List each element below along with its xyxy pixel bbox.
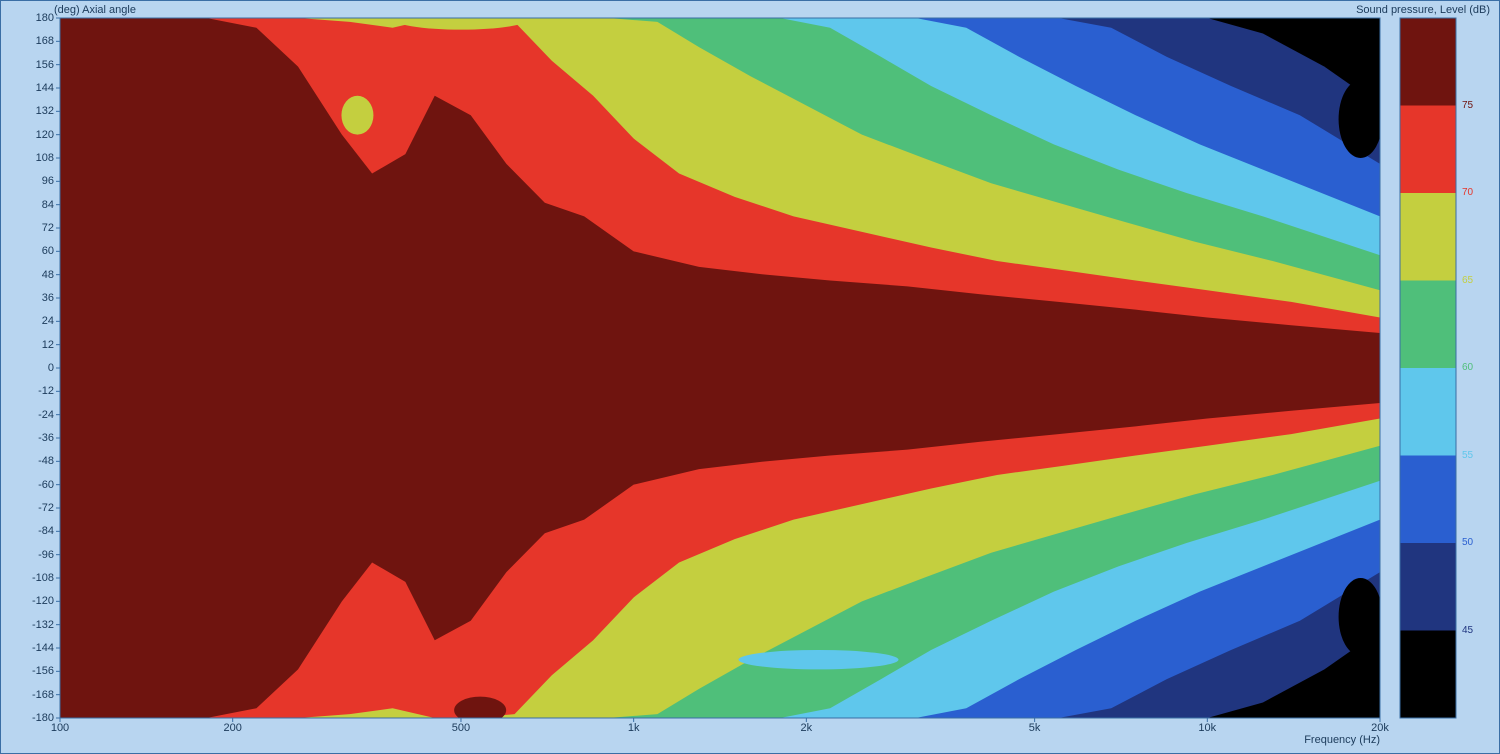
y-tick-label: 180: [14, 12, 54, 24]
y-tick-label: 132: [14, 105, 54, 117]
y-tick-label: 12: [14, 339, 54, 351]
y-tick-label: 36: [14, 292, 54, 304]
colorbar-tick-label: 65: [1462, 275, 1473, 286]
x-tick-label: 100: [51, 722, 69, 734]
colorbar-tick-label: 70: [1462, 187, 1473, 198]
x-tick-label: 10k: [1198, 722, 1216, 734]
y-tick-label: -24: [14, 409, 54, 421]
y-tick-label: -156: [14, 665, 54, 677]
heatmap-svg: [0, 0, 1500, 754]
y-tick-label: 108: [14, 152, 54, 164]
x-tick-label: 2k: [801, 722, 813, 734]
y-tick-label: 168: [14, 35, 54, 47]
x-tick-label: 20k: [1371, 722, 1389, 734]
y-tick-label: -120: [14, 595, 54, 607]
y-tick-label: 120: [14, 129, 54, 141]
y-tick-label: -180: [14, 712, 54, 724]
colorbar-tick-label: 45: [1462, 625, 1473, 636]
y-tick-label: -60: [14, 479, 54, 491]
y-tick-label: 60: [14, 245, 54, 257]
colorbar-tick-label: 75: [1462, 100, 1473, 111]
y-tick-label: 24: [14, 315, 54, 327]
y-tick-label: -168: [14, 689, 54, 701]
y-tick-label: 84: [14, 199, 54, 211]
x-tick-label: 200: [224, 722, 242, 734]
x-tick-label: 500: [452, 722, 470, 734]
y-tick-label: -132: [14, 619, 54, 631]
y-tick-label: 144: [14, 82, 54, 94]
y-axis-title: (deg) Axial angle: [54, 4, 136, 16]
x-axis-title: Frequency (Hz): [1304, 734, 1380, 746]
y-tick-label: 72: [14, 222, 54, 234]
y-tick-label: -12: [14, 385, 54, 397]
colorbar-tick-label: 50: [1462, 537, 1473, 548]
y-tick-label: 48: [14, 269, 54, 281]
directivity-heatmap-figure: (deg) Axial angle Frequency (Hz) Sound p…: [0, 0, 1500, 754]
x-tick-label: 1k: [628, 722, 640, 734]
y-tick-label: 0: [14, 362, 54, 374]
x-tick-label: 5k: [1029, 722, 1041, 734]
y-tick-label: -144: [14, 642, 54, 654]
colorbar-tick-label: 55: [1462, 450, 1473, 461]
y-tick-label: -96: [14, 549, 54, 561]
y-tick-label: -84: [14, 525, 54, 537]
y-tick-label: 156: [14, 59, 54, 71]
y-tick-label: -48: [14, 455, 54, 467]
colorbar-tick-label: 60: [1462, 362, 1473, 373]
colorbar-title: Sound pressure, Level (dB): [1356, 4, 1490, 16]
y-tick-label: -72: [14, 502, 54, 514]
y-tick-label: -108: [14, 572, 54, 584]
y-tick-label: 96: [14, 175, 54, 187]
y-tick-label: -36: [14, 432, 54, 444]
